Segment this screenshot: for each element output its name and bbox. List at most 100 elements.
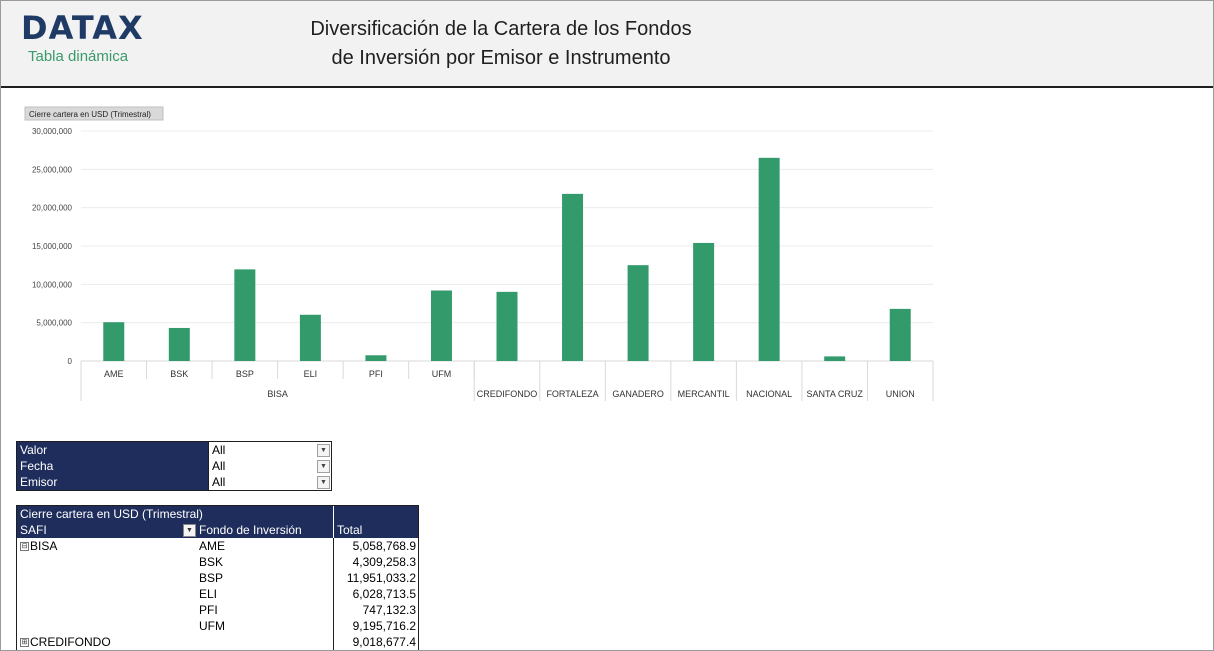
filter-value-text: All <box>212 475 226 489</box>
header-banner: DATAX Tabla dinámica Diversificación de … <box>1 1 1213 88</box>
table-row: UFM 9,195,716.2 <box>17 618 418 634</box>
pivot-table: Cierre cartera en USD (Trimestral) SAFI … <box>16 505 419 650</box>
safi-label: CREDIFONDO <box>30 635 111 649</box>
y-tick-label: 20,000,000 <box>32 204 73 213</box>
cell-fondo: BSK <box>199 555 224 569</box>
group-label: CREDIFONDO <box>477 389 538 399</box>
cell-total: 4,309,258.3 <box>333 554 418 570</box>
page-title-line-1: Diversificación de la Cartera de los Fon… <box>310 18 692 40</box>
dropdown-arrow-icon[interactable]: ▼ <box>317 444 330 457</box>
filter-value-emisor[interactable]: All ▼ <box>208 474 331 490</box>
table-row: ⊞ CREDIFONDO 9,018,677.4 <box>17 634 418 650</box>
group-label: UNION <box>886 389 915 399</box>
page-title: Diversificación de la Cartera de los Fon… <box>271 15 731 73</box>
table-row: ⊟ BISA AME 5,058,768.9 <box>17 538 418 554</box>
cell-fondo: UFM <box>199 619 225 633</box>
y-tick-label: 30,000,000 <box>32 127 73 136</box>
filter-label: Emisor <box>17 474 208 490</box>
filter-row-valor: Valor All ▼ <box>17 442 331 458</box>
x-tick-label: UFM <box>432 369 452 379</box>
column-header-safi[interactable]: SAFI ▼ <box>17 522 196 538</box>
dropdown-arrow-icon[interactable]: ▼ <box>317 476 330 489</box>
datax-logo: DATAX <box>21 9 144 47</box>
y-tick-label: 15,000,000 <box>32 242 73 251</box>
cell-total: 11,951,033.2 <box>333 570 418 586</box>
report-filters: Valor All ▼ Fecha All ▼ Emisor All ▼ <box>16 441 332 491</box>
column-header-safi-label: SAFI <box>20 523 47 537</box>
logo-subtitle: Tabla dinámica <box>28 48 129 65</box>
bar[interactable] <box>824 356 846 361</box>
cell-safi <box>17 602 196 618</box>
bar[interactable] <box>758 157 780 361</box>
pivot-chart[interactable]: Cierre cartera en USD (Trimestral) 0 5,000… <box>1 101 1213 406</box>
y-tick-label: 10,000,000 <box>32 280 73 289</box>
cell-total: 747,132.3 <box>333 602 418 618</box>
safi-label: BISA <box>30 539 58 553</box>
cell-fondo: ELI <box>199 587 218 601</box>
x-tick-label: PFI <box>369 369 383 379</box>
cell-total: 9,018,677.4 <box>333 634 418 650</box>
cell-fondo: BSP <box>199 571 224 585</box>
cell-fondo <box>196 634 333 650</box>
group-label: NACIONAL <box>746 389 792 399</box>
cell-fondo: PFI <box>199 603 218 617</box>
bar[interactable] <box>299 314 321 361</box>
group-label: SANTA CRUZ <box>807 389 864 399</box>
bar[interactable] <box>889 308 911 361</box>
bar[interactable] <box>430 290 452 361</box>
chart-field-button-label: Cierre cartera en USD (Trimestral) <box>29 110 151 119</box>
pivot-header-measure: Cierre cartera en USD (Trimestral) <box>17 506 418 522</box>
table-row: PFI 747,132.3 <box>17 602 418 618</box>
cell-safi <box>17 570 196 586</box>
group-label: GANADERO <box>612 389 664 399</box>
y-tick-label: 0 <box>68 357 73 366</box>
filter-value-valor[interactable]: All ▼ <box>208 442 331 458</box>
group-label: MERCANTIL <box>678 389 730 399</box>
cell-total: 6,028,713.5 <box>333 586 418 602</box>
chart-field-button[interactable] <box>24 106 164 121</box>
cell-safi <box>17 586 196 602</box>
filter-label: Fecha <box>17 458 208 474</box>
cell-safi: ⊟ BISA <box>17 538 196 554</box>
cell-safi <box>17 618 196 634</box>
filter-row-emisor: Emisor All ▼ <box>17 474 331 490</box>
collapse-icon[interactable]: ⊟ <box>20 542 29 552</box>
y-tick-label: 5,000,000 <box>36 319 72 328</box>
group-label: BISA <box>267 389 288 399</box>
cell-total: 5,058,768.9 <box>333 538 418 554</box>
dropdown-arrow-icon[interactable]: ▼ <box>317 460 330 473</box>
bar[interactable] <box>168 327 190 361</box>
cell-total: 9,195,716.2 <box>333 618 418 634</box>
cell-fondo: AME <box>199 539 226 553</box>
filter-dropdown-icon[interactable]: ▼ <box>183 524 196 537</box>
cell-safi <box>17 554 196 570</box>
column-header-fondo: Fondo de Inversión <box>199 523 302 537</box>
filter-value-text: All <box>212 459 226 473</box>
pivot-header-columns: SAFI ▼ Fondo de Inversión Total <box>17 522 418 538</box>
bar[interactable] <box>627 265 649 361</box>
bar[interactable] <box>562 193 584 361</box>
filter-row-fecha: Fecha All ▼ <box>17 458 331 474</box>
x-tick-label: ELI <box>304 369 318 379</box>
page-title-line-2: de Inversión por Emisor e Instrumento <box>331 47 671 69</box>
column-header-total: Total <box>333 522 418 538</box>
filter-value-fecha[interactable]: All ▼ <box>208 458 331 474</box>
table-row: BSK 4,309,258.3 <box>17 554 418 570</box>
pivot-body: ⊟ BISA AME 5,058,768.9 BSK 4,309,258.3 BSP 11,9… <box>17 538 418 650</box>
bar[interactable] <box>693 242 715 361</box>
y-tick-label: 25,000,000 <box>32 165 73 174</box>
table-row: BSP 11,951,033.2 <box>17 570 418 586</box>
x-tick-label: BSK <box>170 369 188 379</box>
expand-icon[interactable]: ⊞ <box>20 638 29 648</box>
table-row: ELI 6,028,713.5 <box>17 586 418 602</box>
bar[interactable] <box>365 355 387 361</box>
filter-label: Valor <box>17 442 208 458</box>
x-tick-label: AME <box>104 369 124 379</box>
bar[interactable] <box>496 291 518 361</box>
filter-value-text: All <box>212 443 226 457</box>
cell-safi: ⊞ CREDIFONDO <box>17 634 196 650</box>
bar[interactable] <box>103 322 125 361</box>
x-tick-label: BSP <box>236 369 254 379</box>
bar[interactable] <box>234 269 256 361</box>
